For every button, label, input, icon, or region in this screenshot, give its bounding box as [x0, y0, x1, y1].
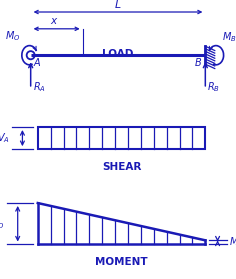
Text: $M_O$: $M_O$	[0, 217, 5, 231]
Text: $L$: $L$	[114, 0, 122, 9]
Text: $V_A$: $V_A$	[0, 131, 9, 145]
Text: $M_B$: $M_B$	[229, 235, 236, 249]
Text: $R_A$: $R_A$	[33, 80, 46, 94]
Text: $B$: $B$	[194, 56, 202, 68]
Bar	[38, 127, 205, 149]
Text: $M_B$: $M_B$	[222, 31, 236, 44]
Text: MOMENT: MOMENT	[95, 257, 148, 267]
Text: LOAD: LOAD	[102, 49, 134, 59]
Text: $A$: $A$	[33, 56, 42, 68]
Text: SHEAR: SHEAR	[102, 162, 141, 172]
Text: $M_O$: $M_O$	[5, 29, 21, 43]
Text: $x$: $x$	[50, 16, 59, 26]
Text: $R_B$: $R_B$	[207, 80, 220, 94]
